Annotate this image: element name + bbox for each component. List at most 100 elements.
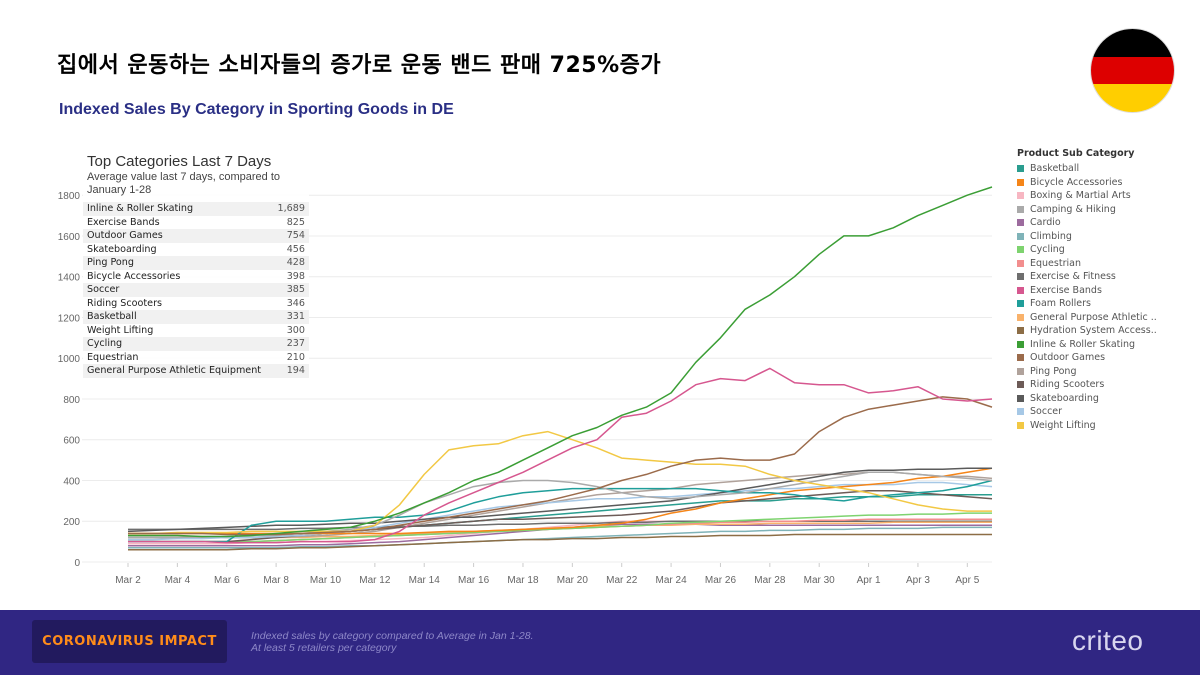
- y-axis: 0 200 400 600 800 1000 1200 1400 1600 1800: [58, 191, 81, 569]
- legend-swatch: [1017, 246, 1024, 254]
- series-lines: [127, 186, 993, 551]
- legend-swatch: [1017, 354, 1024, 362]
- legend-label: Cardio: [1030, 217, 1061, 229]
- legend-item[interactable]: Riding Scooters: [1017, 378, 1192, 392]
- x-tick-label: Mar 10: [310, 575, 342, 586]
- top-category-name: General Purpose Athletic Equipment: [83, 364, 273, 378]
- top-category-value: 1,689: [272, 202, 309, 216]
- top-category-value: 825: [286, 216, 305, 228]
- top-category-value: 428: [272, 256, 309, 270]
- legend-item[interactable]: Cycling: [1017, 243, 1192, 257]
- y-tick-label: 600: [63, 436, 80, 447]
- top-category-name: Basketball: [83, 310, 273, 324]
- legend: Product Sub Category Basketball Bicycle A…: [1017, 148, 1192, 432]
- top-category-value: 456: [286, 243, 305, 255]
- series-line: [128, 489, 993, 543]
- x-tick-label: Apr 5: [955, 575, 979, 586]
- legend-label: Exercise Bands: [1030, 284, 1102, 296]
- top-category-row: Inline & Roller Skating 1,689: [83, 202, 309, 216]
- top-category-name: Soccer: [83, 283, 273, 297]
- coronavirus-impact-badge: CORONAVIRUS IMPACT: [32, 620, 227, 663]
- legend-title: Product Sub Category: [1017, 148, 1135, 159]
- top-category-name: Bicycle Accessories: [87, 270, 181, 282]
- x-tick-label: Apr 3: [906, 575, 930, 586]
- top-category-name: Ping Pong: [83, 256, 273, 270]
- y-tick-label: 1600: [58, 232, 81, 243]
- legend-item[interactable]: Hydration System Access..: [1017, 324, 1192, 338]
- legend-label: Hydration System Access..: [1030, 325, 1157, 337]
- criteo-logo: criteo: [1072, 625, 1144, 656]
- legend-item[interactable]: Outdoor Games: [1017, 351, 1192, 365]
- x-tick-label: Mar 12: [359, 575, 391, 586]
- top-category-name: Cycling: [83, 337, 273, 351]
- series-line: [128, 520, 992, 531]
- top-category-value: 210: [286, 351, 305, 363]
- y-tick-label: 1400: [58, 273, 81, 284]
- legend-item[interactable]: Cardio: [1017, 216, 1192, 230]
- legend-item[interactable]: Exercise Bands: [1017, 284, 1192, 298]
- top-category-row: Soccer 385: [83, 283, 309, 297]
- legend-swatch: [1017, 259, 1024, 267]
- legend-label: Exercise & Fitness: [1030, 271, 1116, 283]
- top-category-row: Bicycle Accessories 398: [83, 270, 309, 284]
- y-tick-label: 400: [63, 476, 80, 487]
- legend-label: Inline & Roller Skating: [1030, 338, 1136, 350]
- legend-item[interactable]: Foam Rollers: [1017, 297, 1192, 311]
- legend-label: Bicycle Accessories: [1030, 176, 1123, 188]
- top-category-row: Outdoor Games 754: [83, 229, 309, 243]
- top-category-value: 300: [286, 324, 305, 336]
- legend-label: Foam Rollers: [1030, 298, 1091, 310]
- top-category-value: 331: [272, 310, 309, 324]
- top-category-row: General Purpose Athletic Equipment 194: [83, 364, 309, 378]
- legend-swatch: [1017, 367, 1024, 375]
- top-category-row: Weight Lifting 300: [83, 324, 309, 338]
- top-categories-title: Top Categories Last 7 Days: [87, 153, 272, 170]
- legend-item[interactable]: Weight Lifting: [1017, 419, 1192, 433]
- legend-label: Camping & Hiking: [1030, 203, 1116, 215]
- legend-item[interactable]: Ping Pong: [1017, 365, 1192, 379]
- legend-item[interactable]: Soccer: [1017, 405, 1192, 419]
- top-category-name: Inline & Roller Skating: [83, 202, 273, 216]
- top-category-name: Equestrian: [87, 351, 139, 363]
- legend-swatch: [1017, 381, 1024, 389]
- series-line: [128, 512, 992, 543]
- x-tick-label: Mar 28: [754, 575, 786, 586]
- series-line: [128, 479, 993, 543]
- legend-swatch: [1017, 232, 1024, 240]
- top-categories-table: Inline & Roller Skating 1,689 Exercise Ban…: [83, 202, 309, 378]
- legend-item[interactable]: Basketball: [1017, 162, 1192, 176]
- legend-item[interactable]: Boxing & Martial Arts: [1017, 189, 1192, 203]
- legend-item[interactable]: Bicycle Accessories: [1017, 176, 1192, 190]
- chart-subtitle: Indexed Sales By Category in Sporting Go…: [59, 101, 454, 118]
- legend-label: General Purpose Athletic ..: [1030, 311, 1157, 323]
- series-line: [128, 367, 993, 544]
- legend-item[interactable]: Inline & Roller Skating: [1017, 338, 1192, 352]
- top-category-row: Ping Pong 428: [83, 256, 309, 270]
- top-category-value: 237: [272, 337, 309, 351]
- x-tick-label: Apr 1: [857, 575, 881, 586]
- legend-item[interactable]: Skateboarding: [1017, 392, 1192, 406]
- top-category-value: 346: [286, 297, 305, 309]
- legend-item[interactable]: General Purpose Athletic ..: [1017, 311, 1192, 325]
- legend-swatch: [1017, 327, 1024, 335]
- x-tick-label: Mar 2: [115, 575, 141, 586]
- x-tick-label: Mar 8: [263, 575, 289, 586]
- x-tick-label: Mar 24: [656, 575, 688, 586]
- top-category-row: Riding Scooters 346: [83, 297, 309, 311]
- series-line: [128, 471, 993, 539]
- legend-swatch: [1017, 421, 1024, 429]
- legend-item[interactable]: Exercise & Fitness: [1017, 270, 1192, 284]
- top-category-row: Basketball 331: [83, 310, 309, 324]
- legend-item[interactable]: Camping & Hiking: [1017, 203, 1192, 217]
- x-tick-label: Mar 14: [409, 575, 441, 586]
- legend-item[interactable]: Equestrian: [1017, 257, 1192, 271]
- top-category-row: Cycling 237: [83, 337, 309, 351]
- legend-swatch: [1017, 408, 1024, 416]
- top-category-name: Weight Lifting: [87, 324, 154, 336]
- legend-item[interactable]: Climbing: [1017, 230, 1192, 244]
- x-tick-label: Mar 6: [214, 575, 240, 586]
- legend-label: Weight Lifting: [1030, 419, 1096, 431]
- legend-label: Climbing: [1030, 230, 1072, 242]
- top-categories-subtitle: Average value last 7 days, compared to J…: [87, 171, 281, 196]
- legend-swatch: [1017, 286, 1024, 294]
